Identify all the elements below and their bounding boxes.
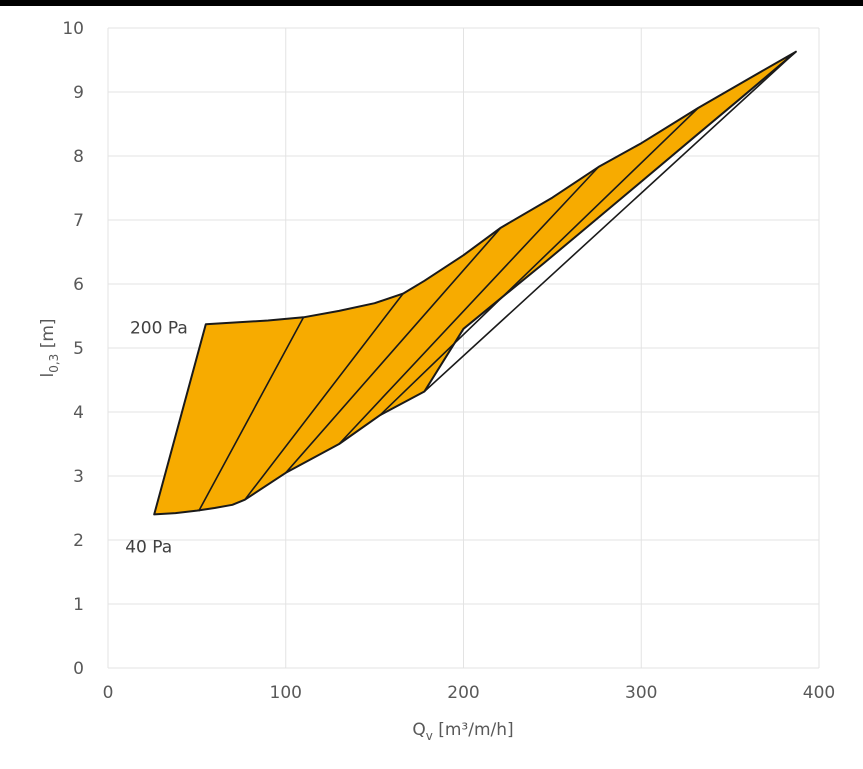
x-tick-label: 200: [447, 683, 479, 703]
pressure-contour-line: [244, 293, 404, 501]
x-tick-label: 100: [270, 683, 302, 703]
operating-region: [153, 50, 797, 516]
pressure-annotation: 40 Pa: [125, 537, 172, 557]
pressure-contour-line: [285, 227, 502, 474]
y-tick-labels: 0 1 2 3 4 5 6 7 8 9 10: [62, 19, 84, 679]
y-tick-label: 5: [73, 339, 84, 359]
pressure-annotation: 200 Pa: [130, 318, 188, 338]
annotation-layer: 200 Pa 40 Pa: [125, 318, 188, 557]
pressure-contour-line: [197, 316, 305, 512]
pressure-contour-line: [423, 51, 797, 393]
y-tick-label: 9: [73, 83, 84, 103]
x-tick-label: 400: [803, 683, 835, 703]
y-tick-label: 7: [73, 211, 84, 231]
pressure-contour-line: [379, 107, 699, 416]
pressure-contour-line: [338, 166, 600, 445]
x-tick-labels: 0 100 200 300 400: [103, 683, 836, 703]
y-axis-title: l0,3 [m]: [38, 318, 61, 377]
y-tick-label: 6: [73, 275, 84, 295]
inner-lines-layer: [197, 51, 797, 512]
y-tick-label: 2: [73, 531, 84, 551]
y-tick-label: 1: [73, 595, 84, 615]
y-tick-label: 10: [62, 19, 84, 39]
x-tick-label: 300: [625, 683, 657, 703]
operating-region-layer: [153, 50, 797, 516]
y-tick-label: 3: [73, 467, 84, 487]
y-tick-label: 8: [73, 147, 84, 167]
x-tick-label: 0: [103, 683, 114, 703]
y-tick-label: 4: [73, 403, 84, 423]
x-axis-title: Qv [m³/m/h]: [412, 720, 513, 743]
y-tick-label: 0: [73, 659, 84, 679]
top-border-bar: [0, 0, 863, 6]
